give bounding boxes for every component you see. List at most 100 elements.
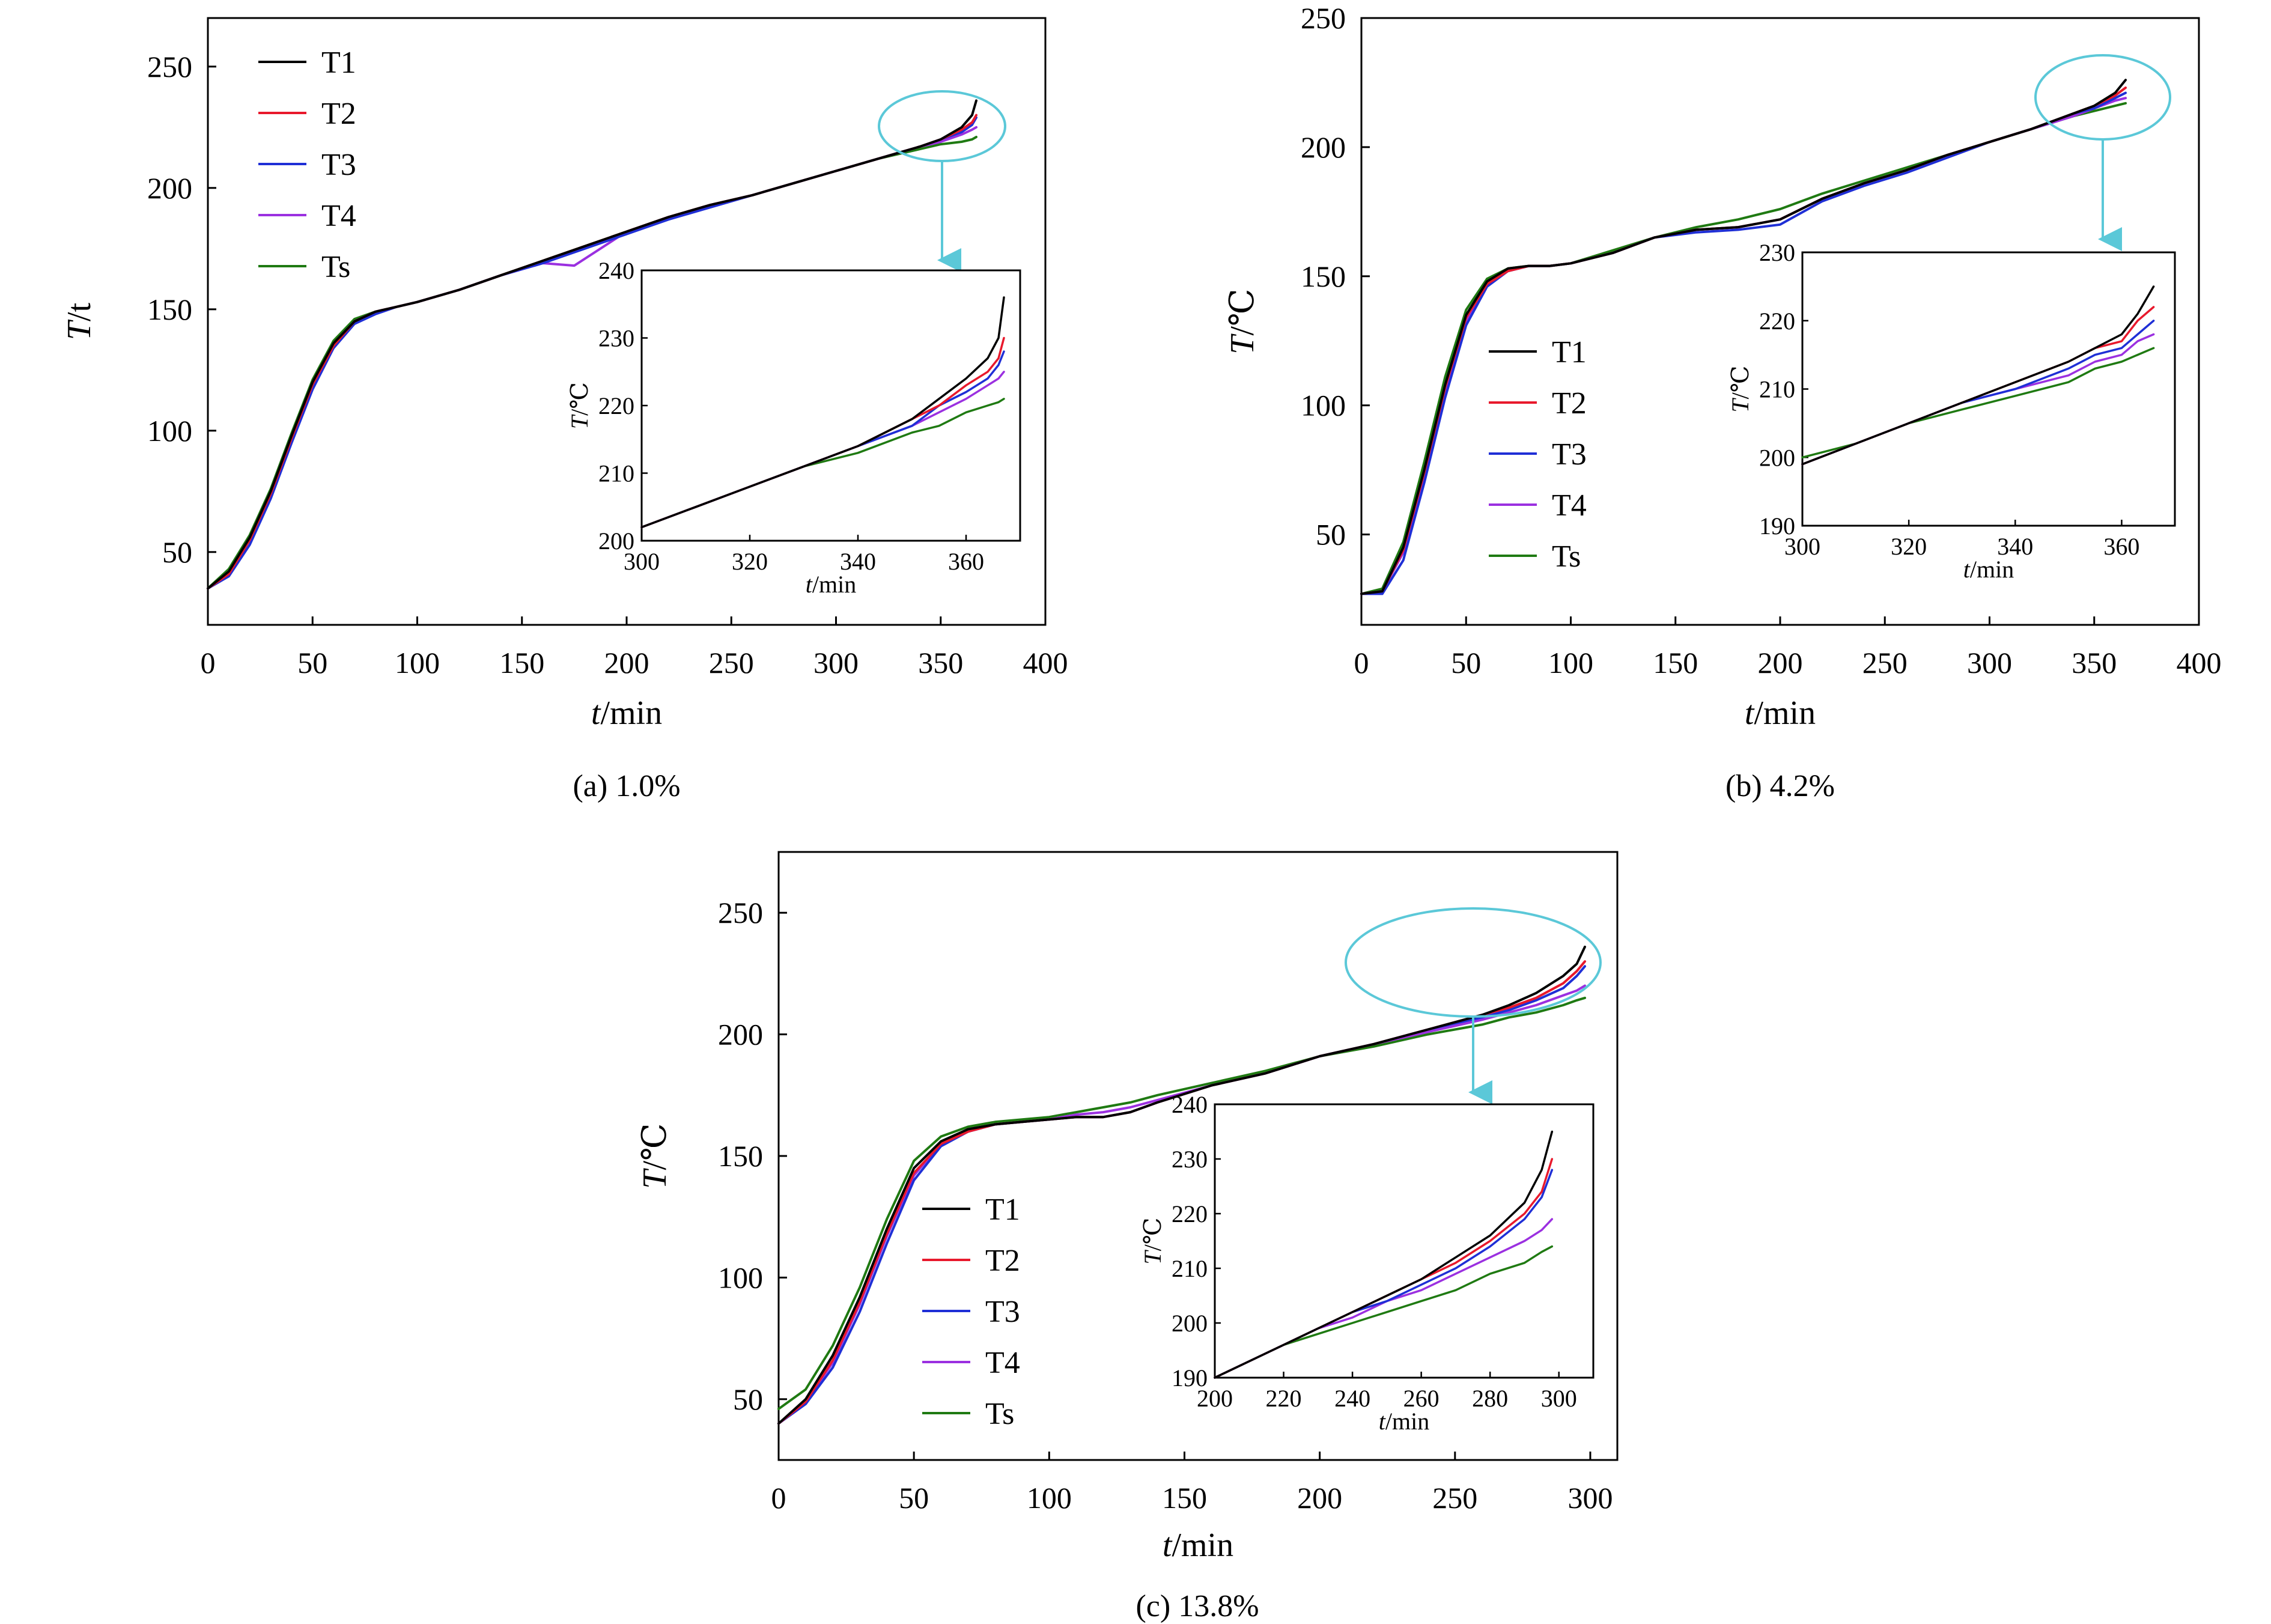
chart-a-xtick-label: 100 [395,646,440,680]
chart-c-inset-y-axis-label: T/℃ [1139,1217,1166,1264]
chart-a-inset-ytick-label: 210 [598,460,634,487]
chart-c-legend-label-T4: T4 [985,1346,1020,1380]
chart-a-ytick-label: 200 [147,171,192,205]
chart-c-inset-y-axis-label-var: T [1139,1250,1166,1265]
chart-b-legend-label-T2: T2 [1552,386,1587,421]
chart-b-ytick-label: 200 [1301,130,1346,164]
chart-c-xtick-label: 50 [899,1481,929,1515]
chart-a-inset-ytick-label: 240 [598,257,634,284]
chart-c-xtick-label: 200 [1297,1481,1342,1515]
chart-b-xtick-label: 150 [1653,646,1698,680]
chart-a-inset-y-axis-label-var: T [566,414,593,429]
chart-a-inset-xtick-label: 300 [624,548,660,575]
chart-b-ytick-label: 50 [1316,518,1346,552]
chart-b-caption: (b) 4.2% [1725,769,1835,803]
chart-b-xtick-label: 250 [1862,646,1908,680]
chart-c-xtick-label: 100 [1027,1481,1072,1515]
chart-a-xtick-label: 150 [499,646,544,680]
chart-a-inset-xtick-label: 340 [840,548,876,575]
chart-c-y-axis-label-var: T [636,1168,673,1189]
chart-c-caption: (c) 13.8% [1136,1589,1259,1623]
chart-c-legend-label-T3: T3 [985,1295,1020,1329]
chart-c-xtick-label: 300 [1567,1481,1613,1515]
chart-b-x-axis-label: t/min [1745,695,1816,732]
chart-c-inset-y-axis-label-unit: /℃ [1139,1217,1166,1251]
chart-a-legend-label-T1: T1 [321,46,356,80]
chart-b-y-axis-label-unit: /℃ [1224,288,1261,335]
chart-a-xtick-label: 50 [297,646,327,680]
chart-b-series-T1 [1360,79,2127,595]
chart-c-inset-xtick-label: 200 [1197,1385,1233,1412]
chart-b-x-axis-label-unit: /min [1754,695,1816,732]
chart-a-series-T1 [207,99,977,590]
chart-a-inset-x-axis-label: t/min [806,571,856,598]
chart-c-legend-label-T1: T1 [985,1193,1020,1227]
chart-c-xtick-label: 150 [1162,1481,1207,1515]
chart-a-x-axis-label-var: t [591,695,601,732]
chart-a-xtick-label: 400 [1023,646,1068,680]
chart-b-inset-x-axis-label: t/min [1963,556,2014,583]
chart-a-y-axis-label-var: T [61,319,98,340]
chart-b-y-axis-label: T/℃ [1224,288,1261,354]
chart-a-inset-y-axis-label-unit: /℃ [566,382,593,416]
chart-a-legend-label-T4: T4 [321,199,356,233]
chart-a-ytick-label: 100 [147,414,192,448]
chart-b-inset-x-axis-label-var: t [1963,556,1971,583]
chart-c-inset-ytick-label: 210 [1172,1255,1208,1282]
chart-c-ytick-label: 100 [718,1261,763,1294]
chart-a-xtick-label: 250 [709,646,754,680]
chart-b-inset-ytick-label: 190 [1759,512,1795,540]
chart-c-y-axis-label-unit: /℃ [636,1123,673,1170]
chart-c-inset-series-T1 [1214,1130,1554,1379]
chart-c-inset-x-axis-label-var: t [1379,1408,1386,1435]
chart-c-ytick-label: 150 [718,1139,763,1173]
chart-b-xtick-label: 400 [2177,646,2222,680]
chart-b-xtick-label: 200 [1758,646,1803,680]
chart-a-legend-label-Ts: Ts [321,250,350,284]
chart-c-inset-xtick-label: 280 [1472,1385,1508,1412]
chart-a-y-axis-label-unit: /t [61,302,98,321]
chart-b-xtick-label: 50 [1451,646,1481,680]
chart-c-x-axis-label: t/min [1163,1527,1233,1564]
chart-a-y-axis-label: T/t [61,302,98,340]
chart-c-inset-xtick-label: 300 [1541,1385,1577,1412]
chart-b-inset-xtick-label: 360 [2103,533,2139,560]
chart-a-inset-ytick-label: 220 [598,392,634,419]
chart-c-y-axis-label: T/℃ [636,1123,673,1188]
chart-a-x-axis-label: t/min [591,695,662,732]
chart-b-xtick-label: 350 [2072,646,2117,680]
chart-a-inset-series-T1 [640,296,1005,529]
chart-a-ytick-label: 250 [147,50,192,84]
chart-a-caption: (a) 1.0% [573,769,680,803]
chart-a-legend-label-T3: T3 [321,148,356,182]
chart-b-inset-y-axis-label: T/℃ [1727,365,1754,412]
chart-b-inset-x-axis-label-unit: /min [1970,556,2014,583]
chart-a-inset-ytick-label: 200 [598,528,634,555]
chart-c-zoom-ellipse [1345,907,1602,1018]
chart-a-ytick-label: 50 [162,535,192,569]
chart-a-inset-x-axis-label-var: t [806,571,813,598]
chart-c-x-axis-label-unit: /min [1172,1527,1233,1564]
chart-b-inset-ytick-label: 220 [1759,308,1795,335]
chart-a-xtick-label: 350 [918,646,963,680]
chart-c-inset-x-axis-label: t/min [1379,1408,1429,1435]
chart-b-legend-label-T3: T3 [1552,437,1587,472]
chart-c-inset-xtick-label: 240 [1334,1385,1370,1412]
chart-c-inset-frame [1214,1103,1595,1379]
chart-b-inset-xtick-label: 320 [1891,533,1927,560]
chart-c-xtick-label: 250 [1432,1481,1477,1515]
chart-a-x-axis-label-unit: /min [600,695,662,732]
chart-b-inset-xtick-label: 340 [1997,533,2033,560]
chart-b-legend-label-Ts: Ts [1552,540,1581,574]
chart-c-ytick-label: 250 [718,896,763,929]
chart-b-inset-xtick-label: 300 [1784,533,1820,560]
chart-b-ytick-label: 150 [1301,260,1346,293]
chart-b-xtick-label: 100 [1548,646,1593,680]
chart-a-xtick-label: 300 [813,646,859,680]
chart-c-xtick-label: 0 [771,1481,786,1515]
chart-b-x-axis-label-var: t [1745,695,1755,732]
chart-b-xtick-label: 300 [1967,646,2012,680]
chart-b-zoom-ellipse [2034,54,2171,141]
chart-c-ytick-label: 200 [718,1018,763,1051]
